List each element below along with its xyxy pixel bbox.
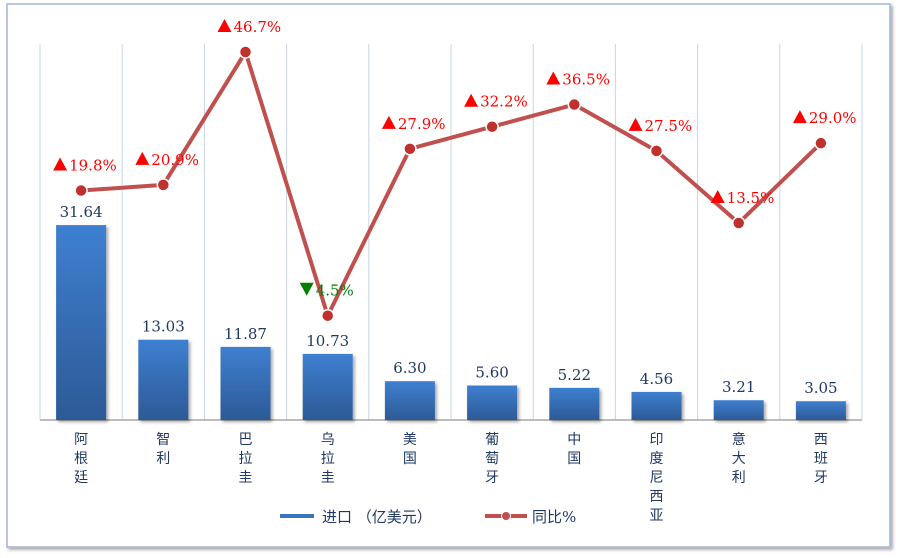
yoy-point [238, 45, 253, 59]
bar [56, 225, 107, 420]
yoy-point [649, 144, 664, 158]
svg-text:46.7%: 46.7% [234, 18, 282, 36]
bar [713, 400, 764, 420]
svg-text:20.9%: 20.9% [151, 151, 199, 169]
legend-import: 进口 （亿美元） [322, 508, 432, 526]
bar-value-label: 4.56 [640, 370, 673, 388]
svg-text:32.2%: 32.2% [480, 93, 528, 111]
svg-text:27.5%: 27.5% [645, 117, 693, 135]
yoy-line [80, 50, 823, 318]
bar [138, 339, 189, 420]
bar-value-label: 5.22 [558, 366, 591, 384]
category-label: 中国 [567, 432, 581, 467]
bar [384, 381, 435, 420]
svg-text:19.8%: 19.8% [69, 157, 117, 175]
legend-yoy: 同比% [532, 508, 576, 526]
line-value-label: 46.7% [217, 18, 282, 36]
category-label: 巴拉圭 [239, 432, 253, 486]
yoy-point [403, 142, 417, 156]
svg-text:4.5%: 4.5% [316, 282, 354, 300]
svg-text:27.9%: 27.9% [398, 115, 446, 133]
svg-text:29.0%: 29.0% [809, 109, 857, 127]
bar [549, 387, 600, 420]
category-label: 葡萄牙 [485, 432, 499, 486]
yoy-point [731, 216, 746, 230]
bar [795, 401, 846, 420]
category-label: 乌拉圭 [321, 432, 335, 486]
line-value-label: 29.0% [792, 109, 857, 127]
yoy-point [567, 97, 582, 112]
bar [302, 353, 353, 420]
yoy-point [485, 119, 499, 134]
category-label: 美国 [403, 432, 417, 467]
bar-value-label: 5.60 [475, 364, 508, 382]
line-value-label: 27.5% [628, 117, 693, 135]
bar-value-label: 31.64 [60, 203, 103, 221]
bar-value-label: 6.30 [393, 359, 426, 377]
svg-text:36.5%: 36.5% [562, 71, 610, 89]
bar [631, 391, 682, 420]
bar-value-label: 13.03 [142, 318, 185, 336]
line-value-label: 32.2% [464, 93, 528, 111]
category-label: 阿根廷 [74, 432, 88, 486]
bar-value-label: 10.73 [306, 332, 349, 350]
bar [467, 385, 518, 420]
category-label: 智利 [156, 432, 170, 467]
bar [220, 346, 271, 420]
yoy-point [814, 136, 828, 150]
bar-value-label: 3.05 [804, 379, 837, 397]
yoy-point [320, 308, 335, 323]
category-label: 意大利 [732, 431, 746, 486]
bar-value-label: 3.21 [722, 378, 755, 396]
bar-value-label: 11.87 [224, 325, 267, 343]
line-value-label: 36.5% [546, 71, 610, 89]
line-value-label: 19.8% [53, 157, 117, 175]
yoy-point [74, 183, 88, 198]
line-value-label: 20.9% [135, 151, 199, 169]
line-value-label: 27.9% [381, 115, 446, 133]
category-label: 西班牙 [814, 432, 828, 486]
yoy-point [156, 178, 171, 192]
line-value-label: 4.5% [299, 282, 354, 300]
legend: 进口 （亿美元） 同比% [280, 508, 576, 526]
category-label: 印度尼西亚 [650, 432, 664, 524]
svg-text:13.5%: 13.5% [727, 189, 775, 207]
line-value-label: 13.5% [710, 189, 775, 207]
